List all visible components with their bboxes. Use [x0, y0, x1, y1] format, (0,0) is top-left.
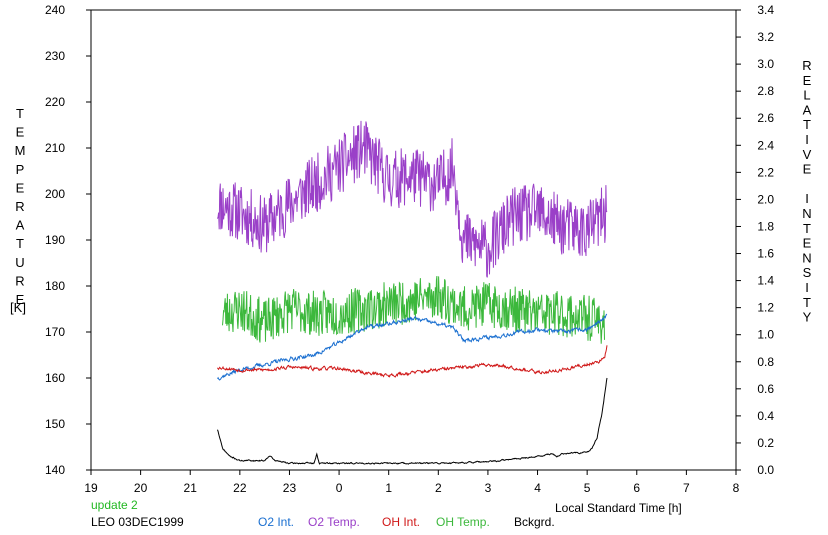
- y-right-tick-label: 1.2: [757, 301, 774, 315]
- y-right-tick-label: 0.4: [757, 409, 774, 423]
- x-axis-ticks: 19 20 21 22 23 0 1 2 3 4 5 6 7 8: [84, 470, 740, 495]
- x-tick-label: 5: [584, 481, 591, 495]
- y-left-axis-label-letter: E: [16, 292, 25, 307]
- y-right-axis-label-letter: N: [802, 250, 811, 265]
- y-left-tick-label: 240: [45, 3, 65, 17]
- x-tick-label: 1: [385, 481, 392, 495]
- y-right-tick-label: 2.8: [757, 84, 774, 98]
- x-tick-label: 7: [683, 481, 690, 495]
- y-right-axis-ticks: 3.4 3.2 3.0 2.8 2.6 2.4 2.2 2.0 1.8 1.6 1.4 1.2 1.0 0…: [736, 3, 774, 477]
- y-right-tick-label: 0.8: [757, 355, 774, 369]
- y-left-axis-label-letter: U: [15, 255, 24, 270]
- y-right-axis-label-letter: T: [803, 295, 811, 310]
- legend-background: Bckgrd.: [514, 515, 555, 529]
- legend-o2-temp: O2 Temp.: [308, 515, 360, 529]
- x-tick-label: 6: [633, 481, 640, 495]
- series-line-2: [217, 313, 608, 381]
- series-layer: [217, 120, 608, 465]
- y-right-tick-label: 2.6: [757, 111, 774, 125]
- y-left-tick-label: 180: [45, 279, 65, 293]
- y-left-tick-label: 140: [45, 463, 65, 477]
- series-line-1: [222, 275, 605, 344]
- series-line-0: [217, 120, 608, 278]
- y-right-tick-label: 3.2: [757, 30, 774, 44]
- y-left-axis-label-letter: E: [16, 125, 25, 140]
- update-label: update 2: [91, 498, 138, 512]
- y-right-tick-label: 0.2: [757, 436, 774, 450]
- y-right-axis-label-letter: E: [803, 236, 812, 251]
- y-left-tick-label: 200: [45, 187, 65, 201]
- legend-oh-int: OH Int.: [382, 515, 420, 529]
- y-left-tick-label: 170: [45, 325, 65, 339]
- series-line-4: [217, 377, 608, 465]
- legend-o2-int: O2 Int.: [258, 515, 294, 529]
- y-right-axis-label-letter: T: [803, 117, 811, 132]
- y-left-axis-label-letter: R: [15, 199, 24, 214]
- y-left-axis-label-letter: A: [16, 218, 25, 233]
- y-right-tick-label: 1.0: [757, 328, 774, 342]
- y-right-axis-label-letter: V: [803, 147, 812, 162]
- y-right-tick-label: 1.6: [757, 247, 774, 261]
- y-right-axis-label-letter: T: [803, 221, 811, 236]
- y-left-axis-label-letter: M: [15, 143, 26, 158]
- station-label: LEO 03DEC1999: [91, 515, 184, 529]
- y-right-axis-label-letter: I: [805, 132, 809, 147]
- y-left-axis-unit: [K]: [10, 300, 26, 315]
- x-tick-label: 4: [534, 481, 541, 495]
- y-left-tick-label: 160: [45, 371, 65, 385]
- y-left-axis-label-letter: R: [15, 273, 24, 288]
- y-right-axis-label-letter: R: [802, 58, 811, 73]
- y-right-axis-label-letter: Y: [803, 310, 812, 325]
- y-right-tick-label: 2.4: [757, 138, 774, 152]
- y-right-tick-label: 0.0: [757, 463, 774, 477]
- y-right-tick-label: 3.4: [757, 3, 774, 17]
- y-right-axis-label-letter: I: [805, 191, 809, 206]
- y-right-axis-label-letter: E: [803, 73, 812, 88]
- plot-frame: [90, 9, 737, 471]
- legend-oh-temp: OH Temp.: [436, 515, 490, 529]
- y-left-tick-label: 210: [45, 141, 65, 155]
- y-right-axis-label-letter: N: [802, 206, 811, 221]
- y-left-tick-label: 220: [45, 95, 65, 109]
- y-right-tick-label: 3.0: [757, 57, 774, 71]
- x-tick-label: 22: [233, 481, 247, 495]
- x-tick-label: 8: [733, 481, 740, 495]
- x-tick-label: 23: [283, 481, 297, 495]
- y-right-axis-label-letter: L: [803, 88, 810, 103]
- y-right-tick-label: 2.0: [757, 192, 774, 206]
- y-right-axis-label-letter: E: [803, 162, 812, 177]
- x-tick-label: 19: [84, 481, 98, 495]
- y-right-axis-label-letter: S: [803, 265, 812, 280]
- y-left-axis-label-letter: P: [16, 162, 25, 177]
- y-left-tick-label: 150: [45, 417, 65, 431]
- x-tick-label: 0: [336, 481, 343, 495]
- y-right-axis-label-letter: A: [803, 102, 812, 117]
- y-left-axis-label-letter: E: [16, 180, 25, 195]
- x-tick-label: 3: [485, 481, 492, 495]
- y-left-axis-label-letter: T: [16, 106, 24, 121]
- x-axis-label: Local Standard Time [h]: [555, 501, 682, 515]
- y-left-axis-ticks: 240 230 220 210 200 190 180 170 160 150 140: [45, 3, 91, 477]
- y-right-tick-label: 1.8: [757, 219, 774, 233]
- x-tick-label: 20: [134, 481, 148, 495]
- y-right-axis-label-letter: I: [805, 280, 809, 295]
- y-left-tick-label: 230: [45, 49, 65, 63]
- series-line-3: [217, 345, 608, 378]
- y-right-tick-label: 1.4: [757, 274, 774, 288]
- x-tick-label: 21: [184, 481, 198, 495]
- y-left-tick-label: 190: [45, 233, 65, 247]
- x-tick-label: 2: [435, 481, 442, 495]
- y-left-axis-label-letter: T: [16, 236, 24, 251]
- y-right-tick-label: 2.2: [757, 165, 774, 179]
- y-right-tick-label: 0.6: [757, 382, 774, 396]
